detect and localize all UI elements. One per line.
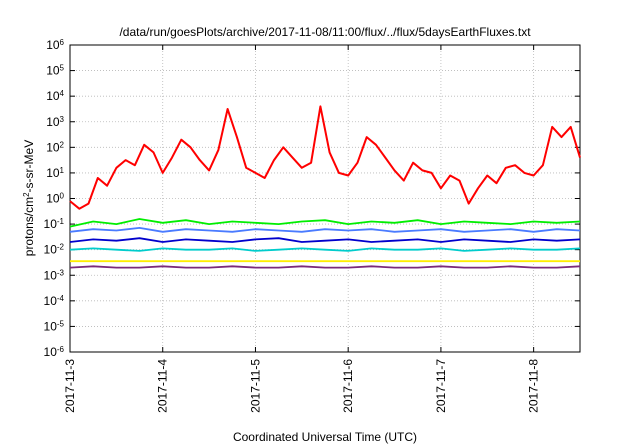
y-tick-label: 106 (46, 38, 64, 53)
y-tick-label: 100 (46, 191, 64, 206)
y-tick-base: 10 (46, 38, 60, 52)
y-tick-label: 103 (46, 114, 64, 129)
x-tick-label: 2017-11-4 (156, 359, 170, 413)
y-tick-base: 10 (46, 192, 60, 206)
y-tick-label: 10-2 (44, 242, 65, 257)
y-tick-label: 10-5 (44, 319, 65, 334)
y-tick-base: 10 (46, 64, 60, 78)
series-line-0 (69, 105, 581, 210)
y-axis-label-b: -s-sr-MeV (22, 140, 36, 193)
y-axis-label-a: protons/cm (22, 197, 36, 256)
y-tick-base: 10 (46, 140, 60, 154)
y-axis-label-sup: 2 (22, 192, 31, 197)
y-tick-exponent: 3 (60, 114, 65, 123)
y-tick-label: 10-3 (44, 268, 65, 283)
x-axis: 2017-11-3 2017-11-4 2017-11-5 2017-11-6 2017… (63, 45, 541, 413)
chart-title: /data/run/goesPlots/archive/2017-11-08/1… (119, 25, 531, 39)
grid (69, 44, 580, 353)
y-tick-exponent: 4 (60, 89, 65, 98)
y-tick-exponent: 5 (60, 63, 65, 72)
series-line-6 (69, 265, 581, 269)
y-tick-exponent: -4 (57, 293, 65, 302)
x-tick-label: 2017-11-6 (341, 359, 355, 413)
y-tick-label: 101 (46, 165, 64, 180)
x-tick-label: 2017-11-8 (527, 359, 541, 413)
y-tick-base: 10 (44, 345, 58, 359)
y-tick-base: 10 (44, 217, 58, 231)
y-tick-label: 10-6 (44, 345, 65, 360)
y-tick-base: 10 (44, 319, 58, 333)
y-tick-base: 10 (44, 243, 58, 257)
y-tick-label: 10-4 (44, 293, 65, 308)
y-tick-exponent: 1 (60, 165, 65, 174)
y-tick-label: 105 (46, 63, 64, 78)
y-axis: 10610510410310210110010-110-210-310-410-… (44, 38, 580, 360)
x-tick-label: 2017-11-5 (248, 359, 262, 413)
series-line-4 (69, 247, 581, 252)
y-tick-exponent: -6 (57, 345, 65, 354)
y-tick-label: 10-1 (44, 217, 65, 232)
x-tick-label: 2017-11-3 (63, 359, 77, 413)
y-tick-label: 104 (46, 89, 64, 104)
y-axis-label: protons/cm2-s-sr-MeV (22, 140, 37, 256)
y-tick-base: 10 (46, 166, 60, 180)
y-tick-exponent: -3 (57, 268, 65, 277)
y-tick-exponent: 0 (60, 191, 65, 200)
series-line-3 (69, 237, 581, 243)
series-line-2 (69, 226, 581, 233)
y-tick-exponent: 6 (60, 38, 65, 47)
y-tick-label: 102 (46, 140, 64, 155)
y-tick-exponent: -1 (57, 217, 65, 226)
y-tick-exponent: -5 (57, 319, 65, 328)
y-tick-base: 10 (44, 294, 58, 308)
series-group (69, 105, 581, 269)
y-tick-base: 10 (46, 89, 60, 103)
y-tick-exponent: 2 (60, 140, 65, 149)
y-tick-base: 10 (44, 268, 58, 282)
y-tick-exponent: -2 (57, 242, 65, 251)
series-line-1 (69, 218, 581, 228)
x-axis-label: Coordinated Universal Time (UTC) (233, 430, 417, 444)
y-tick-base: 10 (46, 115, 60, 129)
x-tick-label: 2017-11-7 (434, 359, 448, 413)
